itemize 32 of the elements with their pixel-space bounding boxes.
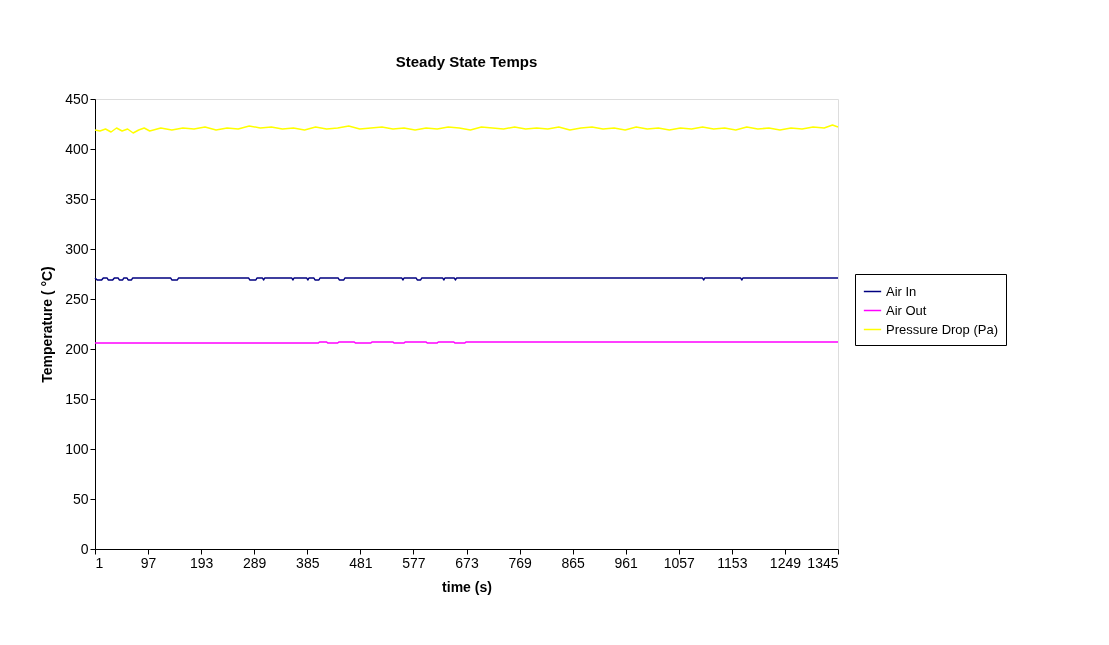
x-tick-label: 1153 — [717, 554, 748, 571]
y-tick-label: 350 — [65, 190, 89, 207]
x-tick-label: 673 — [455, 554, 479, 571]
x-tick-label: 481 — [349, 554, 373, 571]
y-tick-label: 0 — [80, 540, 89, 557]
y-tick-label: 200 — [65, 340, 89, 357]
y-tick-label: 150 — [65, 390, 89, 407]
x-tick-label: 193 — [189, 554, 214, 571]
y-tick-label: 50 — [72, 490, 89, 507]
x-tick-label: 1057 — [663, 554, 696, 571]
x-tick-label: 865 — [561, 554, 586, 571]
legend-label: Air Out — [886, 302, 927, 318]
line-series — [94, 124, 839, 134]
x-tick-label: 1249 — [769, 554, 802, 571]
chart-title: Steady State Temps — [395, 53, 538, 70]
x-tick-label: 1 — [95, 554, 104, 571]
x-tick-label: 385 — [296, 554, 320, 571]
y-axis-title: Temperature ( °C) — [39, 266, 56, 383]
x-tick-label: 769 — [508, 554, 532, 571]
x-tick-label: 289 — [243, 554, 267, 571]
y-tick-label: 400 — [65, 140, 89, 157]
legend-label: Pressure Drop (Pa) — [886, 321, 998, 337]
y-tick-label: 300 — [65, 240, 89, 257]
legend-label: Air In — [886, 283, 917, 299]
x-tick-label: 97 — [140, 554, 157, 571]
x-tick-label: 961 — [614, 554, 639, 571]
y-tick-label: 100 — [65, 440, 89, 457]
y-tick-label: 250 — [65, 290, 89, 307]
y-tick-label: 450 — [65, 90, 89, 107]
x-tick-label: 577 — [402, 554, 426, 571]
x-axis-title: time (s) — [442, 578, 492, 595]
x-tick-label: 1345 — [807, 554, 839, 571]
